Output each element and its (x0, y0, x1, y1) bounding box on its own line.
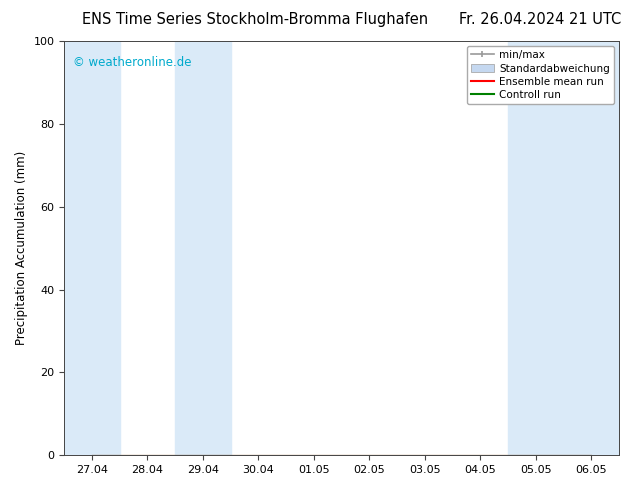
Bar (508, 41, 564, 455)
Bar (64, 41, 120, 455)
Text: © weatheronline.de: © weatheronline.de (73, 55, 191, 69)
Text: Fr. 26.04.2024 21 UTC: Fr. 26.04.2024 21 UTC (459, 12, 621, 27)
Text: ENS Time Series Stockholm-Bromma Flughafen: ENS Time Series Stockholm-Bromma Flughaf… (82, 12, 429, 27)
Legend: min/max, Standardabweichung, Ensemble mean run, Controll run: min/max, Standardabweichung, Ensemble me… (467, 46, 614, 104)
Y-axis label: Precipitation Accumulation (mm): Precipitation Accumulation (mm) (15, 151, 28, 345)
Bar (175, 41, 231, 455)
Bar (564, 41, 619, 455)
